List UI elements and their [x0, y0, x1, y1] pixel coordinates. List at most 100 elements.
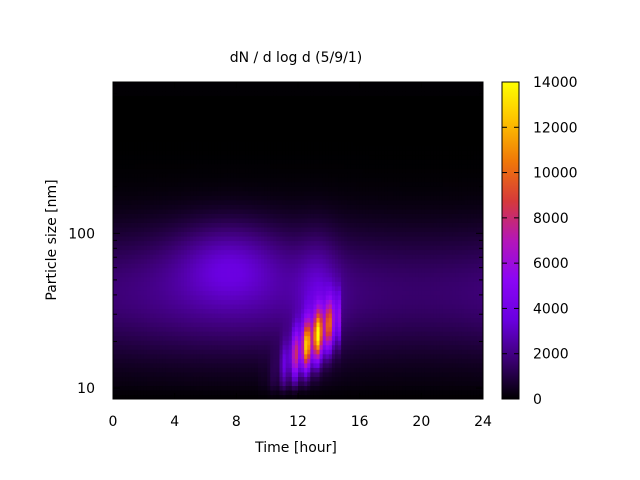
heatmap-cell — [128, 86, 133, 92]
heatmap-cell — [183, 154, 188, 160]
heatmap-cell — [177, 290, 182, 296]
heatmap-cell — [128, 303, 133, 310]
heatmap-cell — [285, 281, 290, 287]
heatmap-cell — [227, 294, 231, 300]
heatmap-cell — [193, 249, 197, 255]
heatmap-cell — [171, 267, 176, 273]
heatmap-cell — [230, 208, 234, 214]
heatmap-cell — [156, 109, 160, 115]
heatmap-cell — [248, 394, 253, 399]
heatmap-cell — [331, 353, 336, 359]
heatmap-cell — [180, 136, 185, 142]
heatmap-cell — [242, 195, 247, 201]
heatmap-cell — [220, 317, 225, 323]
heatmap-cell — [165, 299, 170, 305]
heatmap-cell — [224, 235, 228, 242]
heatmap-cell — [137, 389, 142, 396]
heatmap-cell — [217, 263, 222, 269]
heatmap-cell — [224, 349, 228, 355]
heatmap-cell — [214, 317, 219, 323]
heatmap-cell — [220, 222, 225, 228]
heatmap-cell — [143, 299, 148, 305]
heatmap-cell — [153, 258, 157, 264]
heatmap-cell — [298, 231, 302, 237]
heatmap-cell — [301, 222, 305, 228]
heatmap-cell — [205, 263, 210, 269]
heatmap-cell — [251, 258, 256, 264]
heatmap-cell — [264, 113, 268, 119]
heatmap-cell — [224, 163, 228, 169]
heatmap-cell — [285, 317, 290, 323]
heatmap-cell — [214, 344, 219, 350]
heatmap-cell — [156, 312, 160, 319]
heatmap-cell — [183, 136, 188, 142]
heatmap-cell — [208, 190, 213, 196]
heatmap-cell — [165, 113, 170, 119]
heatmap-cell — [257, 122, 262, 128]
heatmap-cell — [125, 100, 130, 106]
heatmap-cell — [205, 285, 210, 291]
heatmap-cell — [224, 131, 228, 137]
heatmap-cell — [304, 294, 308, 300]
heatmap-cell — [279, 362, 284, 368]
heatmap-cell — [239, 199, 244, 205]
heatmap-cell — [307, 113, 311, 119]
heatmap-cell — [282, 249, 287, 255]
heatmap-cell — [205, 294, 210, 300]
heatmap-cell — [279, 294, 284, 300]
heatmap-cell — [267, 358, 271, 364]
heatmap-cell — [257, 358, 262, 364]
heatmap-cell — [128, 344, 133, 350]
heatmap-cell — [202, 349, 207, 355]
heatmap-cell — [134, 213, 139, 219]
heatmap-cell — [202, 389, 207, 396]
heatmap-cell — [137, 299, 142, 305]
heatmap-cell — [162, 249, 167, 255]
heatmap-cell — [119, 104, 123, 110]
heatmap-cell — [301, 340, 305, 346]
heatmap-cell — [134, 245, 139, 251]
heatmap-cell — [298, 149, 302, 156]
heatmap-cell — [233, 204, 237, 210]
heatmap-cell — [180, 267, 185, 273]
heatmap-cell — [165, 389, 170, 396]
heatmap-cell — [140, 380, 145, 387]
heatmap-cell — [294, 168, 299, 174]
heatmap-cell — [217, 272, 222, 278]
heatmap-cell — [328, 394, 333, 399]
heatmap-cell — [313, 367, 318, 373]
heatmap-cell — [270, 290, 274, 296]
heatmap-cell — [180, 335, 185, 341]
heatmap-cell — [230, 331, 234, 337]
heatmap-cell — [217, 154, 222, 160]
heatmap-cell — [113, 204, 117, 210]
heatmap-cell — [233, 353, 237, 359]
heatmap-cell — [193, 335, 197, 341]
heatmap-cell — [224, 308, 228, 314]
heatmap-cell — [307, 308, 311, 314]
heatmap-cell — [196, 294, 200, 300]
heatmap-cell — [261, 317, 265, 323]
heatmap-cell — [168, 95, 173, 101]
heatmap-cell — [301, 380, 305, 387]
heatmap-cell — [331, 290, 336, 296]
heatmap-cell — [122, 344, 126, 350]
heatmap-cell — [128, 281, 133, 287]
heatmap-cell — [328, 118, 333, 124]
heatmap-cell — [214, 371, 219, 377]
heatmap-cell — [285, 168, 290, 174]
heatmap-cell — [214, 127, 219, 133]
heatmap-cell — [307, 231, 311, 237]
heatmap-cell — [276, 226, 281, 233]
heatmap-cell — [319, 100, 324, 106]
heatmap-cell — [319, 326, 324, 332]
heatmap-cell — [205, 195, 210, 201]
heatmap-cell — [146, 362, 151, 368]
heatmap-cell — [325, 186, 330, 192]
heatmap-cell — [288, 199, 293, 205]
heatmap-cell — [180, 322, 185, 328]
heatmap-cell — [267, 317, 271, 323]
heatmap-cell — [230, 349, 234, 355]
heatmap-cell — [220, 340, 225, 346]
heatmap-cell — [273, 308, 278, 314]
